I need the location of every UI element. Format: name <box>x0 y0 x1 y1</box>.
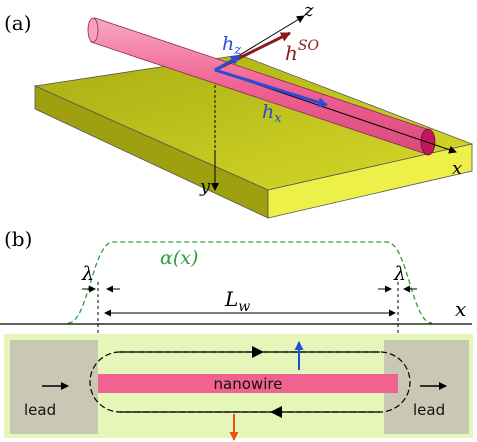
left-lead-label: lead <box>24 401 56 419</box>
lambda-right-label: λ <box>393 263 406 285</box>
h-so-superscript: SO <box>298 38 320 54</box>
edge-state-top-arrow <box>252 346 264 358</box>
h-x-vector <box>214 68 328 108</box>
right-lead <box>384 340 469 434</box>
axis-z-label: z <box>303 0 314 21</box>
h-x-label: hx <box>262 101 282 126</box>
lambda-left-label: λ <box>81 263 94 285</box>
panel-b: (b) α(x) λ λ Lw x nanowire <box>0 227 473 441</box>
nanowire-label: nanowire <box>214 375 283 393</box>
length-base: L <box>224 287 238 311</box>
substrate-slab <box>33 54 474 219</box>
slab-right-face <box>267 143 473 219</box>
panel-a: (a) y x z hSO hz hx <box>4 0 474 219</box>
h-z-label: hz <box>222 33 241 58</box>
h-z-vector <box>214 54 241 72</box>
wire-back-end <box>87 17 99 43</box>
h-z-subscript: z <box>233 43 241 58</box>
panel-b-axis-x-label: x <box>455 297 466 321</box>
right-lead-label: lead <box>413 401 445 419</box>
h-so-base: h <box>285 41 298 65</box>
alpha-profile-curve <box>67 241 433 324</box>
h-x-base: h <box>262 101 274 123</box>
edge-state-bottom-arrow <box>270 406 282 418</box>
panel-a-label: (a) <box>4 11 32 35</box>
panel-b-label: (b) <box>4 227 32 251</box>
left-lead <box>10 340 98 434</box>
axis-x-label: x <box>452 158 462 179</box>
nanowire-bar <box>98 374 398 393</box>
axis-y-label: y <box>199 176 211 197</box>
h-so-label: hSO <box>285 38 319 65</box>
h-x-subscript: x <box>274 111 282 126</box>
length-label: Lw <box>224 287 250 315</box>
alpha-label: α(x) <box>160 247 198 269</box>
h-z-base: h <box>222 33 234 55</box>
length-subscript: w <box>238 299 250 315</box>
